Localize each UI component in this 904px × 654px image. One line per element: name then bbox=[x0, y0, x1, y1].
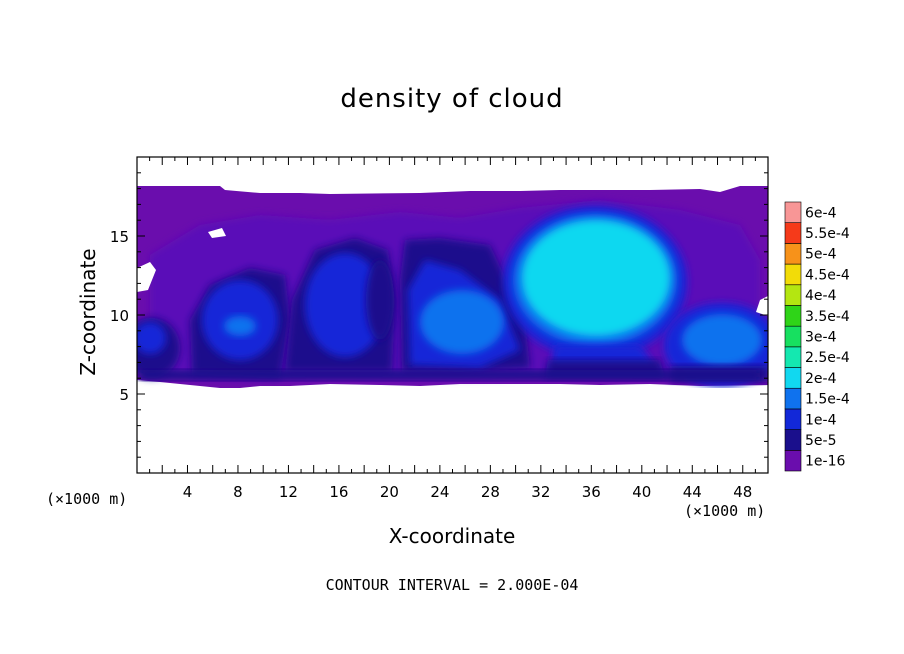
x-axis-label: X-coordinate bbox=[388, 524, 516, 548]
x-tick-label: 48 bbox=[733, 483, 752, 501]
cell-3-right bbox=[366, 260, 394, 340]
colorbar-swatch bbox=[784, 408, 802, 430]
x-tick-label: 16 bbox=[329, 483, 348, 501]
x-tick-label: 28 bbox=[481, 483, 500, 501]
y-tick-label: 5 bbox=[119, 386, 129, 404]
cell-3-mid bbox=[305, 253, 385, 357]
z-unit-label: (×1000 m) bbox=[46, 490, 128, 508]
x-tick-label: 20 bbox=[380, 483, 399, 501]
cell-1-core bbox=[137, 322, 166, 354]
y-tick-label: 10 bbox=[110, 307, 129, 325]
y-axis-label: Z-coordinate bbox=[76, 248, 100, 376]
x-tick-label: 40 bbox=[632, 483, 651, 501]
colorbar-swatch bbox=[784, 387, 802, 410]
colorbar-swatch bbox=[784, 346, 802, 368]
x-tick-label: 44 bbox=[683, 483, 702, 501]
x-tick-label: 24 bbox=[430, 483, 449, 501]
clear-sky-gap-left bbox=[137, 262, 156, 292]
cell-6-core bbox=[682, 314, 762, 366]
y-tick-label: 15 bbox=[110, 228, 129, 246]
colorbar-label: 1.5e-4 bbox=[805, 392, 850, 408]
x-tick-label: 12 bbox=[279, 483, 298, 501]
colorbar-swatch bbox=[784, 222, 802, 244]
density-field bbox=[137, 186, 768, 473]
colorbar-swatch bbox=[784, 367, 802, 389]
colorbar-label: 5.5e-4 bbox=[805, 226, 850, 242]
lower-band bbox=[140, 370, 760, 380]
cell-4-core bbox=[420, 290, 504, 354]
x-unit-label: (×1000 m) bbox=[684, 502, 766, 520]
colorbar-swatch bbox=[784, 263, 802, 286]
clear-sky-gap-right bbox=[756, 296, 768, 316]
colorbar-swatch bbox=[784, 201, 802, 223]
colorbar-label: 6e-4 bbox=[805, 205, 837, 221]
colorbar-swatch bbox=[784, 429, 802, 451]
x-tick-label: 32 bbox=[531, 483, 550, 501]
chart-title: density of cloud bbox=[340, 84, 564, 114]
cell-2-core bbox=[224, 316, 256, 336]
colorbar-label: 3e-4 bbox=[805, 330, 837, 346]
colorbar-label: 2e-4 bbox=[805, 371, 837, 387]
colorbar-label: 5e-4 bbox=[805, 247, 837, 263]
colorbar-label: 5e-5 bbox=[805, 433, 836, 449]
colorbar-swatch bbox=[784, 305, 802, 327]
clear-sky-lower bbox=[137, 388, 768, 473]
colorbar-label: 4e-4 bbox=[805, 288, 837, 304]
colorbar-label: 4.5e-4 bbox=[805, 267, 850, 283]
colorbar-label: 1e-16 bbox=[805, 454, 845, 470]
colorbar-swatch bbox=[784, 450, 802, 472]
contour-interval-note: CONTOUR INTERVAL = 2.000E-04 bbox=[325, 576, 579, 594]
colorbar: 1e-16 5e-5 1e-4 1.5e-4 2e-4 2.5e-4 3e-4 3.5e-4 4… bbox=[784, 201, 850, 472]
colorbar-swatch bbox=[784, 243, 802, 265]
colorbar-swatch bbox=[784, 284, 802, 306]
colorbar-label: 1e-4 bbox=[805, 412, 837, 428]
x-tick-label: 8 bbox=[233, 483, 243, 501]
colorbar-label: 3.5e-4 bbox=[805, 309, 850, 325]
x-tick-label: 4 bbox=[183, 483, 193, 501]
clear-notch-1 bbox=[208, 228, 226, 238]
cell-5-core bbox=[522, 220, 670, 336]
colorbar-label: 2.5e-4 bbox=[805, 350, 850, 366]
x-tick-label: 36 bbox=[582, 483, 601, 501]
colorbar-swatch bbox=[784, 325, 802, 348]
